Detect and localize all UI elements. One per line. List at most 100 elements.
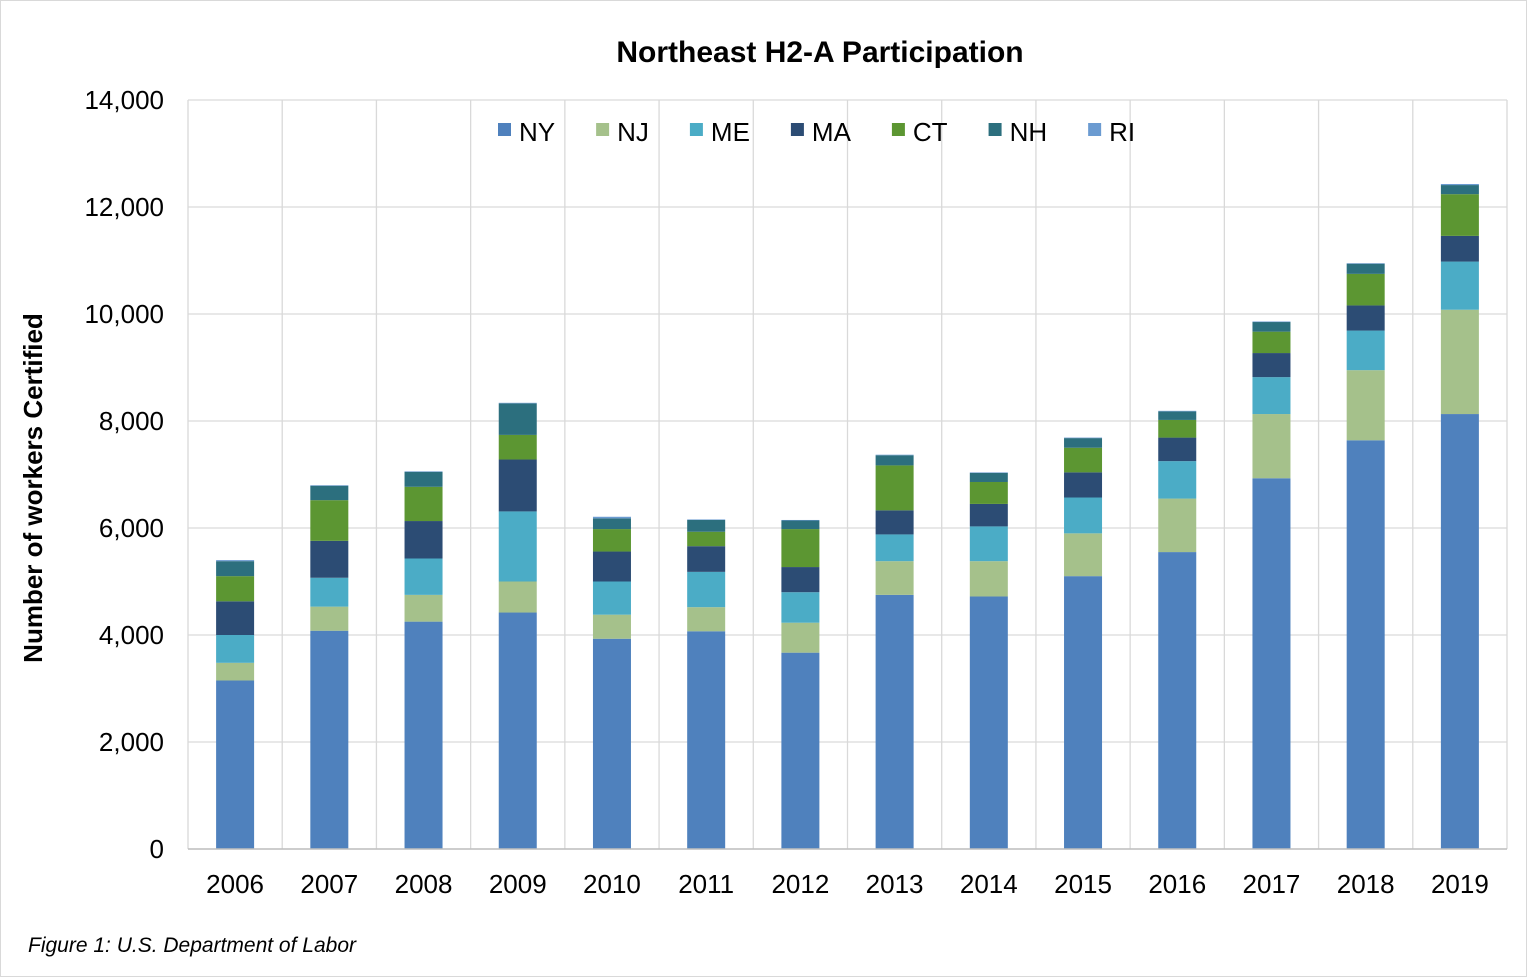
bar-segment-ny-2006 (216, 680, 255, 849)
bar-segment-nh-2014 (969, 472, 1008, 482)
legend-swatch (790, 123, 804, 136)
bar-segment-nh-2013 (875, 455, 914, 466)
bar-stack-2013 (875, 454, 914, 849)
bar-segment-nj-2010 (592, 614, 631, 639)
y-tick-label: 12,000 (84, 192, 164, 222)
legend-item-me: ME (689, 117, 750, 147)
bar-segment-nj-2012 (781, 622, 820, 653)
bar-segment-ct-2006 (216, 576, 255, 602)
x-tick-labels: 2006 2007 2008 2009 2010 2011 2012 2013 2014 2015… (206, 869, 1489, 899)
bar-segment-ri-2007 (310, 485, 349, 486)
bar-segment-me-2018 (1346, 330, 1385, 371)
bar-segment-nj-2016 (1158, 498, 1197, 553)
bar-segment-ma-2016 (1158, 437, 1197, 462)
bar-segment-nh-2010 (592, 518, 631, 530)
bar-segment-ma-2012 (781, 567, 820, 593)
bar-segment-ny-2018 (1346, 440, 1385, 849)
bar-segment-ct-2007 (310, 500, 349, 541)
bar-segment-me-2013 (875, 534, 914, 562)
bar-segment-nj-2006 (216, 662, 255, 681)
legend-swatch (1088, 123, 1102, 136)
gridlines (187, 99, 1508, 850)
bar-stack-2016 (1158, 410, 1197, 849)
bar-segment-nh-2015 (1064, 438, 1103, 448)
bar-stack-2010 (592, 516, 631, 849)
legend-label: RI (1109, 117, 1135, 147)
bar-segment-ny-2008 (404, 621, 443, 849)
bar-segment-nj-2014 (969, 561, 1008, 597)
bar-segment-ny-2012 (781, 652, 820, 849)
legend-item-ri: RI (1088, 117, 1135, 147)
bar-segment-ny-2017 (1252, 478, 1291, 849)
bar-segment-ri-2013 (875, 454, 914, 456)
x-tick-label: 2016 (1148, 869, 1206, 899)
x-tick-label: 2018 (1337, 869, 1395, 899)
bar-segment-nj-2008 (404, 594, 443, 622)
bar-segment-ri-2017 (1252, 321, 1291, 323)
bar-stack-2018 (1346, 263, 1385, 849)
bar-segment-me-2015 (1064, 497, 1103, 534)
legend-item-ct: CT (891, 117, 948, 147)
bar-segment-me-2008 (404, 558, 443, 595)
bar-segment-nh-2011 (687, 519, 726, 532)
bar-segment-ct-2018 (1346, 273, 1385, 306)
legend-swatch (498, 123, 511, 136)
y-tick-label: 10,000 (84, 299, 164, 329)
y-axis-label: Number of workers Certified (18, 313, 48, 663)
bar-segment-nj-2013 (875, 561, 914, 595)
bar-segment-ma-2014 (969, 503, 1008, 527)
bar-segment-me-2019 (1440, 261, 1479, 310)
bar-segment-ct-2017 (1252, 331, 1291, 354)
bar-segment-ri-2008 (404, 471, 443, 472)
bar-segment-nj-2007 (310, 606, 349, 631)
bar-segment-ma-2017 (1252, 353, 1291, 378)
bar-segment-ri-2018 (1346, 263, 1385, 264)
x-tick-label: 2014 (960, 869, 1018, 899)
bar-segment-ma-2013 (875, 510, 914, 535)
figure-caption: Figure 1: U.S. Department of Labor (28, 934, 356, 957)
bar-segment-ma-2009 (498, 459, 537, 512)
bar-segment-ct-2009 (498, 434, 537, 460)
bar-segment-ct-2013 (875, 465, 914, 511)
x-tick-label: 2008 (395, 869, 453, 899)
bar-segment-nh-2006 (216, 561, 255, 577)
bar-segment-ma-2015 (1064, 472, 1103, 498)
bar-segment-ct-2019 (1440, 194, 1479, 236)
bar-segment-ma-2018 (1346, 305, 1385, 331)
x-tick-label: 2009 (489, 869, 547, 899)
bar-segment-nh-2009 (498, 403, 537, 435)
bar-segment-ny-2015 (1064, 576, 1103, 849)
bars (216, 183, 1479, 849)
y-tick-label: 6,000 (99, 513, 164, 543)
x-tick-label: 2012 (771, 869, 829, 899)
bar-segment-ct-2010 (592, 529, 631, 552)
y-tick-label: 8,000 (99, 406, 164, 436)
legend-label: NY (519, 117, 555, 147)
bar-segment-ri-2014 (969, 472, 1008, 473)
legend-label: MA (812, 117, 852, 147)
bar-segment-ct-2008 (404, 486, 443, 522)
bar-segment-me-2006 (216, 635, 255, 663)
bar-segment-nj-2015 (1064, 533, 1103, 577)
legend-swatch (988, 123, 1002, 136)
bar-segment-nh-2016 (1158, 411, 1197, 420)
bar-segment-ct-2015 (1064, 447, 1103, 473)
bar-segment-nj-2017 (1252, 414, 1291, 479)
bar-segment-nh-2017 (1252, 322, 1291, 332)
bar-segment-me-2017 (1252, 377, 1291, 415)
y-tick-label: 2,000 (99, 727, 164, 757)
legend-item-ny: NY (498, 117, 555, 147)
bar-stack-2007 (310, 485, 349, 849)
bar-stack-2015 (1064, 437, 1103, 849)
bar-segment-ny-2007 (310, 630, 349, 849)
x-tick-label: 2017 (1243, 869, 1301, 899)
bar-segment-ri-2011 (687, 519, 726, 520)
bar-segment-ri-2019 (1440, 183, 1479, 186)
bar-stack-2012 (781, 519, 820, 849)
bar-segment-nj-2009 (498, 581, 537, 613)
bar-segment-ri-2012 (781, 519, 820, 521)
bar-stack-2017 (1252, 321, 1291, 849)
bar-segment-me-2010 (592, 581, 631, 615)
legend-item-ma: MA (790, 117, 852, 147)
